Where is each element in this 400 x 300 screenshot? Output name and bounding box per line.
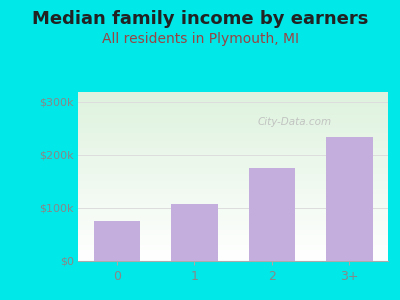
Text: $300k: $300k bbox=[40, 97, 74, 107]
Bar bbox=[171, 204, 218, 261]
Bar bbox=[326, 136, 372, 261]
Text: All residents in Plymouth, MI: All residents in Plymouth, MI bbox=[102, 32, 298, 46]
Text: $100k: $100k bbox=[40, 203, 74, 213]
Text: $200k: $200k bbox=[39, 150, 74, 160]
Text: City-Data.com: City-Data.com bbox=[258, 117, 332, 127]
Bar bbox=[94, 221, 140, 261]
Text: $0: $0 bbox=[60, 256, 74, 266]
Bar bbox=[248, 168, 295, 261]
Text: Median family income by earners: Median family income by earners bbox=[32, 11, 368, 28]
